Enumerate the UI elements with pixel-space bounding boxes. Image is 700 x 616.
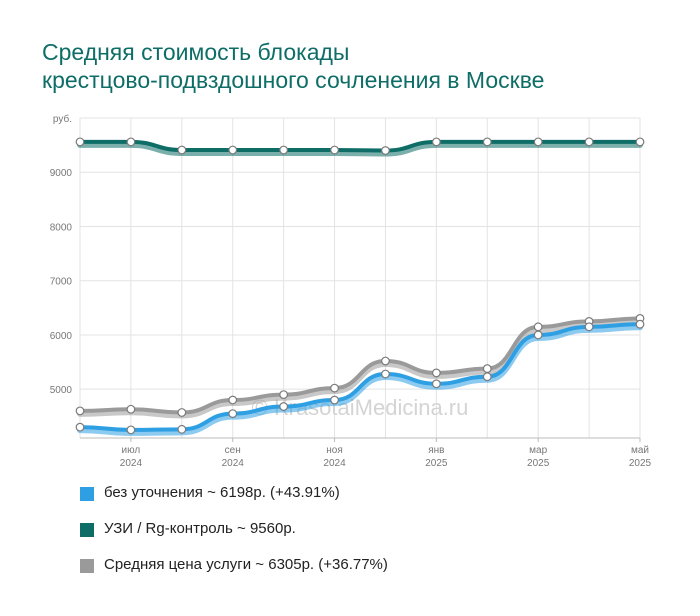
y-axis-unit-label: руб. <box>53 113 72 125</box>
legend-label: УЗИ / Rg-контроль ~ 9560р. <box>104 520 296 537</box>
data-point <box>584 137 594 147</box>
data-point <box>177 145 187 155</box>
data-point <box>228 409 238 418</box>
chart-title-line-1: Средняя стоимость блокады <box>42 39 350 65</box>
data-point <box>126 425 136 435</box>
data-point <box>126 137 136 147</box>
axes: 5000 6000 7000 8000 9000 руб. июл 2024 сен 2024 но… <box>50 113 652 469</box>
x-tick-month: июл <box>122 445 141 456</box>
data-point <box>75 422 85 432</box>
chart-title: Средняя стоимость блокады крестцово-подв… <box>42 38 544 94</box>
data-point <box>431 137 441 147</box>
data-point <box>533 322 543 332</box>
legend-swatch <box>80 487 94 501</box>
data-point <box>381 146 390 155</box>
x-tick-year: 2024 <box>323 458 346 469</box>
x-tick-year: 2024 <box>222 458 245 469</box>
x-tick-month: янв <box>428 445 444 456</box>
data-point <box>381 369 390 379</box>
data-point <box>584 322 594 332</box>
x-tick-month: сен <box>225 445 241 456</box>
y-tick-label: 5000 <box>50 385 73 396</box>
data-point <box>431 379 441 389</box>
data-point <box>330 383 339 393</box>
x-tick-year: 2024 <box>120 458 143 469</box>
data-point <box>635 319 645 329</box>
data-point <box>482 137 492 147</box>
data-point <box>279 402 289 411</box>
data-point <box>75 406 85 416</box>
y-tick-label: 8000 <box>50 222 73 233</box>
data-point <box>533 137 543 147</box>
data-point <box>482 372 492 382</box>
data-point <box>228 395 238 405</box>
x-tick-month: мар <box>529 445 547 456</box>
data-point <box>381 356 390 366</box>
legend-swatch <box>80 559 94 573</box>
chart-title-line-2: крестцово-подвздошного сочленения в Моск… <box>42 67 545 93</box>
data-point <box>279 390 289 400</box>
series-line <box>78 139 642 153</box>
x-tick-month: май <box>631 445 649 456</box>
x-tick-year: 2025 <box>527 458 550 469</box>
data-point <box>635 137 645 147</box>
data-point <box>330 395 339 405</box>
x-tick-year: 2025 <box>425 458 448 469</box>
legend-label: Средняя цена услуги ~ 6305р. (+36.77%) <box>104 556 388 573</box>
x-tick-month: ноя <box>326 445 343 456</box>
y-tick-label: 7000 <box>50 277 73 288</box>
data-point <box>431 368 441 378</box>
data-point <box>330 145 339 155</box>
data-point <box>482 364 492 373</box>
legend-label: без уточнения ~ 6198р. (+43.91%) <box>104 484 340 501</box>
data-point <box>75 137 85 147</box>
data-point <box>228 145 238 155</box>
x-tick-year: 2025 <box>629 458 652 469</box>
data-point <box>279 145 289 155</box>
y-tick-label: 6000 <box>50 331 73 342</box>
series-line-shadow <box>77 141 643 157</box>
data-point <box>533 330 543 340</box>
legend-swatch <box>80 523 94 537</box>
data-point <box>177 424 187 434</box>
data-point <box>126 404 136 414</box>
data-points <box>75 137 645 435</box>
data-point <box>177 408 187 417</box>
y-tick-label: 9000 <box>50 168 73 179</box>
